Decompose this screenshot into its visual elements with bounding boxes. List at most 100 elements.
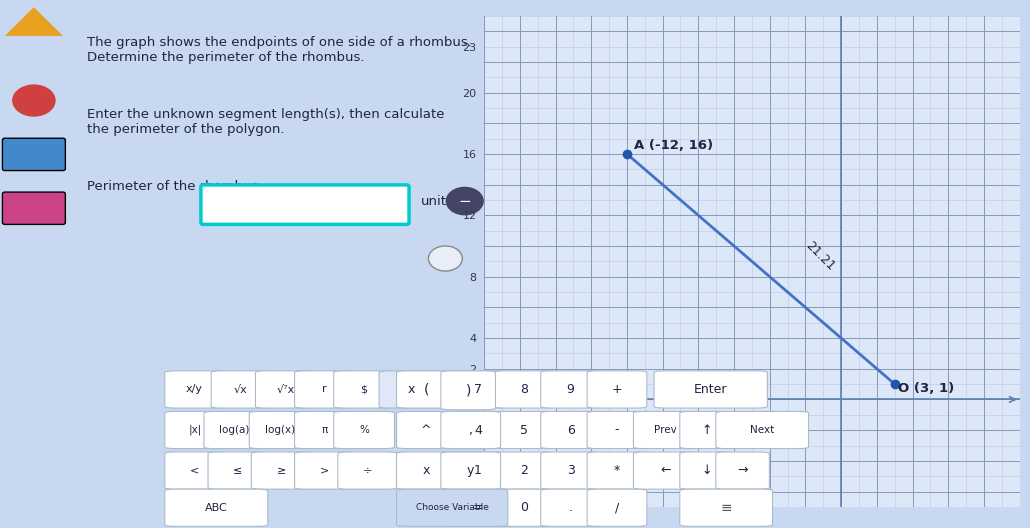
Text: |: |	[208, 194, 212, 208]
FancyBboxPatch shape	[2, 192, 65, 224]
Text: /: /	[615, 501, 619, 514]
Text: ≥: ≥	[276, 466, 286, 476]
Text: √⁷x: √⁷x	[276, 384, 295, 394]
FancyBboxPatch shape	[397, 371, 456, 408]
Text: x: x	[422, 464, 431, 477]
FancyBboxPatch shape	[541, 371, 600, 408]
Text: -: -	[615, 423, 619, 437]
Text: .: .	[569, 501, 573, 514]
FancyBboxPatch shape	[587, 371, 647, 408]
Circle shape	[428, 246, 462, 271]
Text: −: −	[458, 194, 471, 209]
Text: Choose Variable: Choose Variable	[416, 503, 488, 512]
FancyBboxPatch shape	[295, 452, 354, 489]
FancyBboxPatch shape	[494, 452, 554, 489]
FancyBboxPatch shape	[448, 371, 508, 408]
Text: units: units	[421, 194, 454, 208]
Text: (: (	[423, 382, 430, 397]
FancyBboxPatch shape	[680, 411, 733, 449]
Text: ↓: ↓	[701, 464, 712, 477]
Text: ): )	[466, 383, 471, 397]
Circle shape	[12, 84, 56, 117]
FancyBboxPatch shape	[397, 489, 508, 526]
FancyBboxPatch shape	[334, 371, 393, 408]
Text: log(x): log(x)	[265, 425, 295, 435]
Text: %: %	[359, 425, 369, 435]
Text: >: >	[320, 466, 329, 476]
FancyBboxPatch shape	[680, 452, 733, 489]
FancyBboxPatch shape	[448, 489, 508, 526]
Text: Enter the unknown segment length(s), then calculate
the perimeter of the polygon: Enter the unknown segment length(s), the…	[88, 108, 445, 136]
FancyBboxPatch shape	[397, 411, 456, 449]
FancyBboxPatch shape	[2, 138, 65, 171]
Text: x: x	[408, 383, 415, 396]
Text: O (3, 1): O (3, 1)	[898, 382, 955, 395]
FancyBboxPatch shape	[441, 411, 501, 449]
FancyBboxPatch shape	[441, 371, 495, 410]
FancyBboxPatch shape	[494, 411, 554, 449]
FancyBboxPatch shape	[541, 411, 600, 449]
Text: 3: 3	[566, 464, 575, 477]
Text: Prev: Prev	[654, 425, 677, 435]
FancyBboxPatch shape	[541, 489, 600, 526]
Text: 7: 7	[474, 383, 482, 396]
Text: 4: 4	[474, 423, 482, 437]
Text: x/y: x/y	[186, 384, 203, 394]
Text: 0: 0	[520, 501, 528, 514]
FancyBboxPatch shape	[379, 371, 444, 408]
FancyBboxPatch shape	[255, 371, 315, 408]
FancyBboxPatch shape	[165, 371, 225, 408]
FancyBboxPatch shape	[251, 452, 311, 489]
FancyBboxPatch shape	[633, 411, 697, 449]
Text: ,: ,	[469, 423, 473, 437]
Text: *: *	[614, 464, 620, 477]
Text: 2: 2	[520, 464, 528, 477]
Text: →: →	[737, 464, 748, 477]
FancyBboxPatch shape	[441, 452, 501, 489]
FancyBboxPatch shape	[633, 452, 697, 489]
FancyBboxPatch shape	[334, 411, 394, 449]
Text: |x|: |x|	[188, 425, 202, 435]
FancyBboxPatch shape	[494, 489, 554, 526]
Text: Perimeter of the rhombus:: Perimeter of the rhombus:	[88, 180, 263, 193]
Text: =: =	[473, 501, 483, 514]
Text: r: r	[322, 384, 327, 394]
Circle shape	[446, 187, 483, 215]
Text: ≡: ≡	[720, 501, 732, 515]
Text: √x: √x	[234, 384, 248, 394]
Text: Enter: Enter	[694, 383, 727, 396]
FancyBboxPatch shape	[249, 411, 310, 449]
Text: 1: 1	[474, 464, 482, 477]
FancyBboxPatch shape	[201, 185, 409, 224]
Text: ^: ^	[421, 423, 432, 437]
FancyBboxPatch shape	[494, 371, 554, 408]
Text: ÷: ÷	[363, 466, 373, 476]
FancyBboxPatch shape	[654, 371, 767, 408]
FancyBboxPatch shape	[211, 371, 271, 408]
FancyBboxPatch shape	[165, 411, 226, 449]
Text: $: $	[360, 384, 367, 394]
Text: A (-12, 16): A (-12, 16)	[634, 139, 713, 153]
Polygon shape	[5, 7, 63, 36]
Text: ABC: ABC	[205, 503, 228, 513]
FancyBboxPatch shape	[716, 452, 769, 489]
Text: 21.21: 21.21	[803, 239, 837, 273]
FancyBboxPatch shape	[587, 452, 647, 489]
FancyBboxPatch shape	[165, 489, 268, 526]
FancyBboxPatch shape	[295, 411, 355, 449]
Text: The graph shows the endpoints of one side of a rhombus.
Determine the perimeter : The graph shows the endpoints of one sid…	[88, 36, 472, 64]
FancyBboxPatch shape	[587, 411, 647, 449]
Text: Next: Next	[750, 425, 775, 435]
Text: 9: 9	[566, 383, 575, 396]
Text: <: <	[191, 466, 199, 476]
Text: ←: ←	[660, 464, 671, 477]
Text: y: y	[467, 464, 475, 477]
Text: ↑: ↑	[701, 423, 712, 437]
FancyBboxPatch shape	[448, 452, 508, 489]
FancyBboxPatch shape	[165, 452, 225, 489]
FancyBboxPatch shape	[541, 452, 600, 489]
Text: log(a): log(a)	[219, 425, 249, 435]
FancyBboxPatch shape	[716, 411, 809, 449]
FancyBboxPatch shape	[680, 489, 772, 526]
FancyBboxPatch shape	[587, 489, 647, 526]
